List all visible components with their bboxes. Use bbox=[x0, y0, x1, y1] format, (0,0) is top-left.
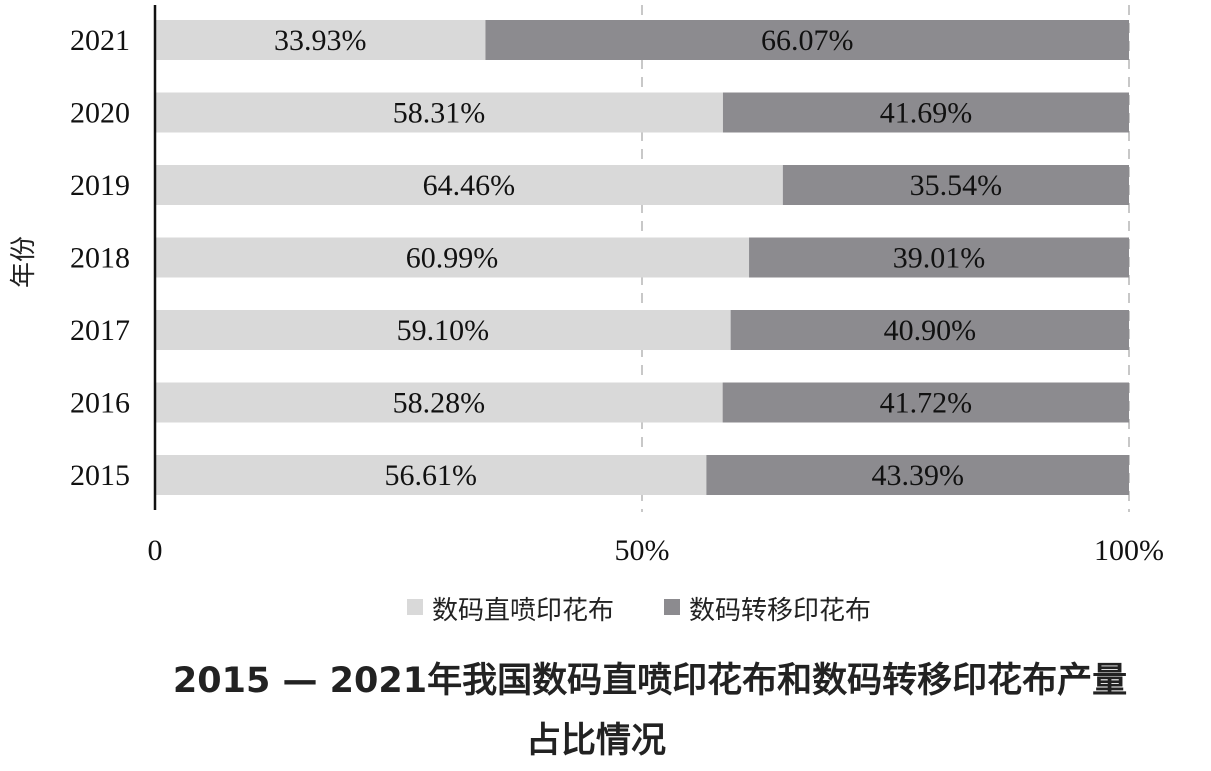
data-label: 66.07% bbox=[761, 24, 854, 57]
chart-title-line2: 占比情况 bbox=[525, 721, 666, 761]
data-label: 58.31% bbox=[393, 97, 486, 130]
bar-direct-2019 bbox=[155, 165, 783, 205]
x-tick-label: 100% bbox=[1094, 534, 1164, 567]
y-tick-label: 2016 bbox=[70, 387, 130, 420]
data-label: 41.69% bbox=[880, 97, 973, 130]
y-tick-label: 2018 bbox=[70, 242, 130, 275]
bar-direct-2020 bbox=[155, 92, 723, 133]
bar-transfer-2018 bbox=[749, 237, 1129, 278]
x-tick-label: 50% bbox=[615, 534, 670, 567]
data-label: 39.01% bbox=[893, 242, 986, 275]
legend-swatch bbox=[664, 599, 680, 615]
chart-title-line1: 2015 — 2021年我国数码直喷印花布和数码转移印花布产量 bbox=[172, 661, 1128, 701]
bar-transfer-2016 bbox=[722, 382, 1129, 423]
bar-direct-2015 bbox=[155, 455, 707, 495]
stacked-bar-chart: 33.93% 66.07% 2021 58.31% 41.69% 2020 64.46% 35… bbox=[9, 5, 1164, 626]
legend-swatch bbox=[407, 599, 423, 615]
bar-transfer-2017 bbox=[730, 310, 1129, 350]
data-label: 64.46% bbox=[423, 169, 516, 202]
data-label: 59.10% bbox=[397, 314, 490, 347]
data-label: 33.93% bbox=[274, 24, 367, 57]
bar-transfer-2015 bbox=[706, 455, 1129, 495]
y-tick-label: 2017 bbox=[70, 314, 130, 347]
bar-transfer-2021 bbox=[485, 20, 1129, 60]
data-label: 41.72% bbox=[880, 387, 973, 420]
data-label: 35.54% bbox=[910, 169, 1003, 202]
data-label: 43.39% bbox=[871, 459, 964, 492]
bar-direct-2017 bbox=[155, 310, 731, 350]
y-tick-label: 2020 bbox=[70, 97, 130, 130]
legend-label: 数码直喷印花布 bbox=[432, 596, 614, 626]
y-tick-label: 2021 bbox=[70, 24, 130, 57]
y-axis-label: 年份 bbox=[9, 236, 39, 288]
data-label: 56.61% bbox=[384, 459, 477, 492]
data-label: 60.99% bbox=[406, 242, 499, 275]
data-label: 40.90% bbox=[884, 314, 977, 347]
legend-label: 数码转移印花布 bbox=[689, 596, 871, 626]
bar-direct-2016 bbox=[155, 382, 723, 423]
bar-direct-2018 bbox=[155, 237, 750, 278]
y-tick-label: 2015 bbox=[70, 459, 130, 492]
bar-direct-2021 bbox=[155, 20, 486, 60]
data-label: 58.28% bbox=[393, 387, 486, 420]
y-tick-label: 2019 bbox=[70, 169, 130, 202]
x-tick-label: 0 bbox=[148, 534, 163, 567]
bar-transfer-2020 bbox=[722, 92, 1129, 133]
bar-transfer-2019 bbox=[782, 165, 1129, 205]
